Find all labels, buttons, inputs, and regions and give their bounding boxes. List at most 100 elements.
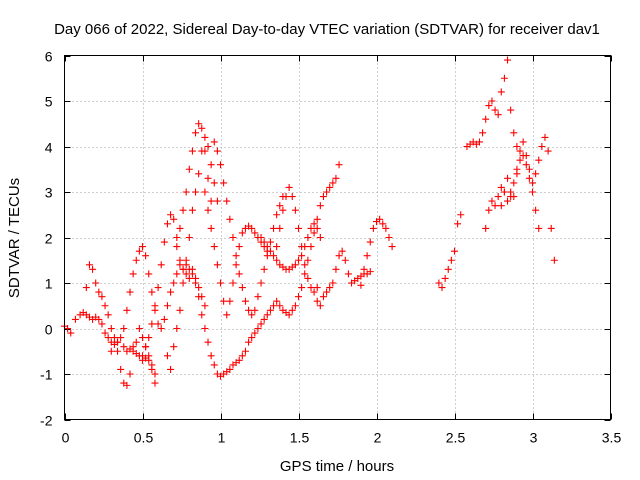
data-point [273, 297, 281, 305]
data-point [538, 143, 546, 150]
data-point [260, 265, 268, 273]
x-tick-label: 2.5 [446, 430, 466, 446]
data-point [500, 74, 508, 82]
data-point [304, 234, 312, 241]
x-tick-label: 3.5 [602, 430, 622, 446]
data-point [254, 293, 262, 301]
data-point [123, 381, 131, 389]
series-arc-12 [273, 161, 343, 319]
data-point [139, 352, 146, 360]
data-point [285, 183, 293, 191]
data-point [145, 334, 153, 342]
data-point [329, 279, 337, 287]
data-point [310, 220, 318, 228]
data-point [313, 297, 321, 305]
data-point [301, 261, 309, 269]
data-point [192, 279, 200, 287]
data-point [288, 306, 296, 314]
series-arc-6 [173, 120, 215, 251]
data-point [198, 311, 206, 319]
data-point [179, 206, 187, 214]
data-point [210, 138, 218, 146]
data-point [307, 243, 315, 251]
data-point [529, 188, 536, 196]
data-point [310, 229, 318, 237]
data-point [344, 270, 352, 278]
data-point [291, 302, 299, 310]
data-point [491, 106, 499, 114]
data-point [201, 133, 209, 141]
data-point [497, 88, 505, 96]
data-point [251, 229, 259, 237]
data-point [114, 347, 122, 355]
series-arc-4 [139, 211, 209, 360]
y-tick-label: 3 [45, 185, 53, 201]
data-point [513, 143, 521, 150]
data-point [485, 102, 493, 110]
data-point [488, 97, 496, 105]
data-point [126, 288, 134, 296]
data-point [226, 297, 234, 305]
series-arc-18 [497, 133, 558, 264]
data-point [504, 197, 512, 205]
x-tick-label: 2 [374, 430, 382, 446]
data-point [188, 265, 196, 273]
data-point [201, 302, 209, 310]
data-point [157, 325, 165, 332]
data-point [160, 238, 168, 246]
data-point [229, 234, 237, 241]
data-point [232, 252, 240, 260]
data-point [151, 379, 159, 387]
data-point [82, 284, 90, 292]
data-point [379, 220, 387, 228]
data-point [201, 147, 209, 155]
data-point [507, 188, 515, 196]
data-point [182, 256, 190, 264]
data-point [114, 338, 122, 346]
data-points [61, 56, 558, 389]
data-point [123, 306, 131, 314]
y-tick-label: -1 [40, 367, 53, 383]
data-point [64, 325, 72, 332]
data-point [195, 170, 203, 178]
data-point [376, 215, 384, 223]
data-point [92, 279, 100, 287]
data-point [385, 234, 393, 241]
data-point [148, 320, 156, 328]
data-point [154, 320, 162, 328]
data-point [238, 229, 246, 237]
data-point [525, 174, 533, 182]
y-axis-label: SDTVAR / TECUs [6, 178, 23, 298]
data-point [335, 252, 343, 260]
data-point [254, 325, 262, 332]
data-point [223, 311, 231, 319]
data-point [366, 268, 374, 276]
data-point [516, 147, 524, 155]
data-point [204, 338, 212, 346]
data-point [182, 270, 190, 278]
data-point [329, 179, 337, 187]
data-point [451, 247, 458, 255]
data-point [195, 120, 203, 128]
x-tick-labels: 0 0.5 1 1.5 2 2.5 3 3.5 [62, 430, 622, 446]
data-point [101, 329, 109, 337]
data-point [210, 361, 218, 369]
data-point [104, 311, 112, 319]
plot-frame [64, 55, 611, 420]
series-arc-13 [313, 247, 374, 310]
y-tick-labels: -2 -1 0 1 2 3 4 5 6 [40, 49, 53, 429]
data-point [185, 165, 193, 173]
data-point [207, 197, 215, 205]
data-point [291, 206, 299, 214]
y-tick-label: 4 [45, 140, 53, 156]
data-point [235, 356, 243, 364]
data-point [516, 156, 524, 164]
data-point [276, 224, 284, 232]
data-point [510, 129, 518, 137]
data-point [176, 256, 184, 264]
data-point [163, 302, 171, 310]
data-point [260, 315, 268, 323]
data-point [245, 306, 253, 314]
data-point [482, 224, 490, 232]
x-tick-label: 3 [530, 430, 538, 446]
